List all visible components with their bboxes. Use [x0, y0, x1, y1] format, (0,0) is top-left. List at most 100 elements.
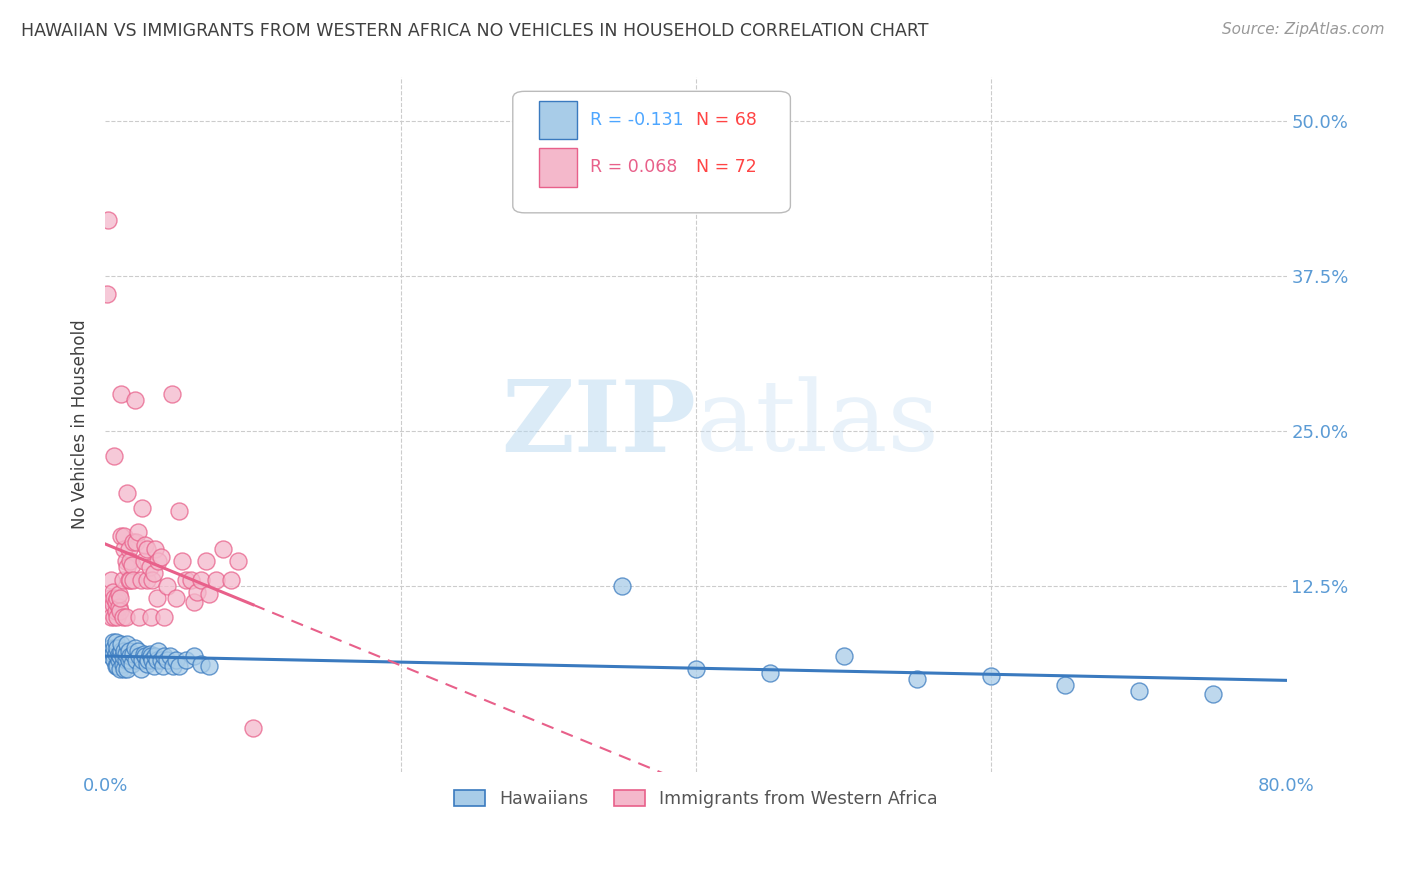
- Point: [118, 541, 141, 556]
- Point: [167, 504, 190, 518]
- Point: [152, 659, 174, 673]
- Point: [167, 659, 190, 673]
- Point: [115, 609, 138, 624]
- FancyBboxPatch shape: [538, 148, 576, 186]
- Point: [115, 647, 138, 661]
- Point: [108, 591, 131, 606]
- Point: [242, 722, 264, 736]
- Point: [980, 669, 1002, 683]
- Point: [100, 573, 122, 587]
- Point: [101, 647, 124, 661]
- Point: [110, 637, 132, 651]
- Point: [132, 554, 155, 568]
- Point: [104, 659, 127, 673]
- Point: [190, 657, 212, 671]
- Text: R = -0.131: R = -0.131: [589, 112, 683, 129]
- Point: [138, 560, 160, 574]
- Point: [170, 554, 193, 568]
- Point: [112, 662, 135, 676]
- Point: [212, 541, 235, 556]
- Point: [160, 386, 183, 401]
- Point: [115, 554, 138, 568]
- Point: [125, 653, 148, 667]
- Point: [110, 644, 132, 658]
- Point: [105, 591, 128, 606]
- Point: [905, 672, 928, 686]
- Point: [100, 609, 122, 624]
- Point: [121, 657, 143, 671]
- Point: [131, 653, 153, 667]
- Point: [104, 647, 127, 661]
- Point: [194, 554, 217, 568]
- Point: [120, 573, 142, 587]
- Point: [156, 653, 179, 667]
- Point: [117, 560, 139, 574]
- Legend: Hawaiians, Immigrants from Western Africa: Hawaiians, Immigrants from Western Afric…: [447, 783, 945, 815]
- Point: [1202, 687, 1225, 701]
- Point: [103, 609, 125, 624]
- Point: [122, 535, 145, 549]
- Point: [138, 647, 160, 661]
- Point: [176, 653, 198, 667]
- Point: [219, 573, 242, 587]
- Point: [101, 585, 124, 599]
- Text: Source: ZipAtlas.com: Source: ZipAtlas.com: [1222, 22, 1385, 37]
- Point: [103, 640, 125, 655]
- Point: [165, 591, 187, 606]
- Point: [125, 535, 148, 549]
- Point: [156, 579, 179, 593]
- Point: [197, 659, 219, 673]
- Point: [135, 657, 157, 671]
- Point: [186, 585, 208, 599]
- Point: [108, 603, 131, 617]
- Point: [183, 649, 205, 664]
- Point: [101, 598, 124, 612]
- Point: [112, 529, 135, 543]
- Point: [104, 595, 127, 609]
- Point: [105, 640, 128, 655]
- Point: [118, 644, 141, 658]
- Point: [122, 647, 145, 661]
- Point: [128, 609, 150, 624]
- Point: [120, 554, 142, 568]
- FancyBboxPatch shape: [513, 91, 790, 213]
- Point: [146, 591, 169, 606]
- Point: [139, 649, 162, 664]
- Text: N = 68: N = 68: [696, 112, 756, 129]
- Point: [111, 609, 134, 624]
- Point: [226, 554, 249, 568]
- Point: [103, 449, 125, 463]
- Point: [139, 609, 162, 624]
- Point: [141, 653, 163, 667]
- Point: [103, 653, 125, 667]
- Point: [100, 649, 122, 664]
- Point: [111, 649, 134, 664]
- Point: [1054, 678, 1077, 692]
- Point: [131, 500, 153, 515]
- Point: [150, 550, 173, 565]
- Point: [96, 287, 118, 301]
- Point: [153, 649, 176, 664]
- Point: [129, 573, 152, 587]
- Point: [111, 573, 134, 587]
- Point: [115, 653, 138, 667]
- Point: [117, 485, 139, 500]
- Point: [685, 662, 707, 676]
- Point: [118, 653, 141, 667]
- Text: HAWAIIAN VS IMMIGRANTS FROM WESTERN AFRICA NO VEHICLES IN HOUSEHOLD CORRELATION : HAWAIIAN VS IMMIGRANTS FROM WESTERN AFRI…: [21, 22, 928, 40]
- Point: [150, 653, 173, 667]
- Point: [176, 573, 198, 587]
- Point: [108, 662, 131, 676]
- Point: [98, 591, 121, 606]
- Point: [148, 554, 170, 568]
- Point: [110, 529, 132, 543]
- Point: [205, 573, 228, 587]
- Point: [142, 566, 165, 581]
- Text: R = 0.068: R = 0.068: [589, 159, 676, 177]
- Y-axis label: No Vehicles in Household: No Vehicles in Household: [72, 319, 89, 529]
- Point: [134, 538, 156, 552]
- Text: atlas: atlas: [696, 376, 939, 473]
- Point: [127, 644, 149, 658]
- Point: [122, 573, 145, 587]
- Point: [97, 213, 120, 227]
